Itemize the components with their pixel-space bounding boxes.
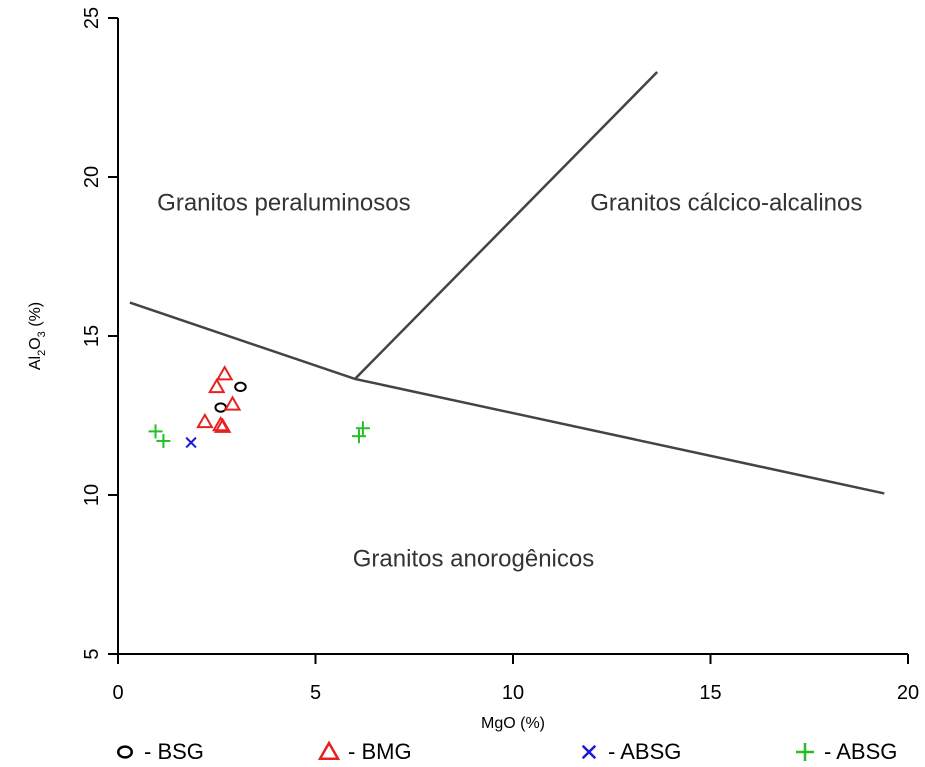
y-tick-label: 20 [81,166,103,188]
boundary-line [354,71,659,380]
legend-label: - ABSG [824,739,898,764]
scatter-plot: 0 5 10 15 20 5 10 15 20 25 MgO (%) Al2O3 (%) Granito… [27,7,919,732]
x-tick-label: 5 [310,682,321,704]
plus-legend-symbol [796,743,814,761]
triangle-legend-symbol [317,740,341,760]
x-legend-symbol [581,744,597,760]
triangle-data-point [223,395,242,411]
plus-data-point [355,421,370,436]
plus-marker-icon [792,739,818,765]
boundary-line [129,301,885,495]
legend-item-absg-x: - ABSG [576,737,681,767]
x-tick-label: 15 [699,682,721,704]
legend-item-absg-plus: - ABSG [792,737,897,767]
y-tick-label: 10 [81,484,103,506]
x-tick-label: 20 [897,682,919,704]
legend-label: - BSG [144,739,204,764]
region-label: Granitos peraluminosos [157,189,410,216]
y-tick-label: 15 [81,325,103,347]
triangle-data-point [213,417,232,433]
triangle-marker-icon [316,739,342,765]
x-tick-label: 0 [112,682,123,704]
triangle-data-point [215,365,234,381]
legend-item-bmg: - BMG [316,737,412,767]
legend-label: - BMG [348,739,412,764]
y-tick-label: 25 [81,7,103,29]
region-label: Granitos anorogênicos [353,546,594,573]
x-tick-label: 10 [502,682,524,704]
region-label: Granitos cálcico-alcalinos [590,189,862,216]
y-axis-label: Al2O3 (%) [27,302,48,370]
x-data-point [185,436,197,449]
x-axis-label: MgO (%) [481,715,545,732]
circle-legend-symbol [117,745,133,759]
legend-item-bsg: - BSG [112,737,204,767]
y-tick-label: 5 [81,648,103,659]
x-marker-icon [576,739,602,765]
triangle-data-point [196,412,214,429]
plus-data-point [351,429,366,444]
circle-marker-icon [112,739,138,765]
plus-data-point [156,433,171,448]
circle-data-point [234,381,247,393]
legend-label: - ABSG [608,739,682,764]
triangle-data-point [208,377,226,394]
plus-data-point [148,424,163,439]
